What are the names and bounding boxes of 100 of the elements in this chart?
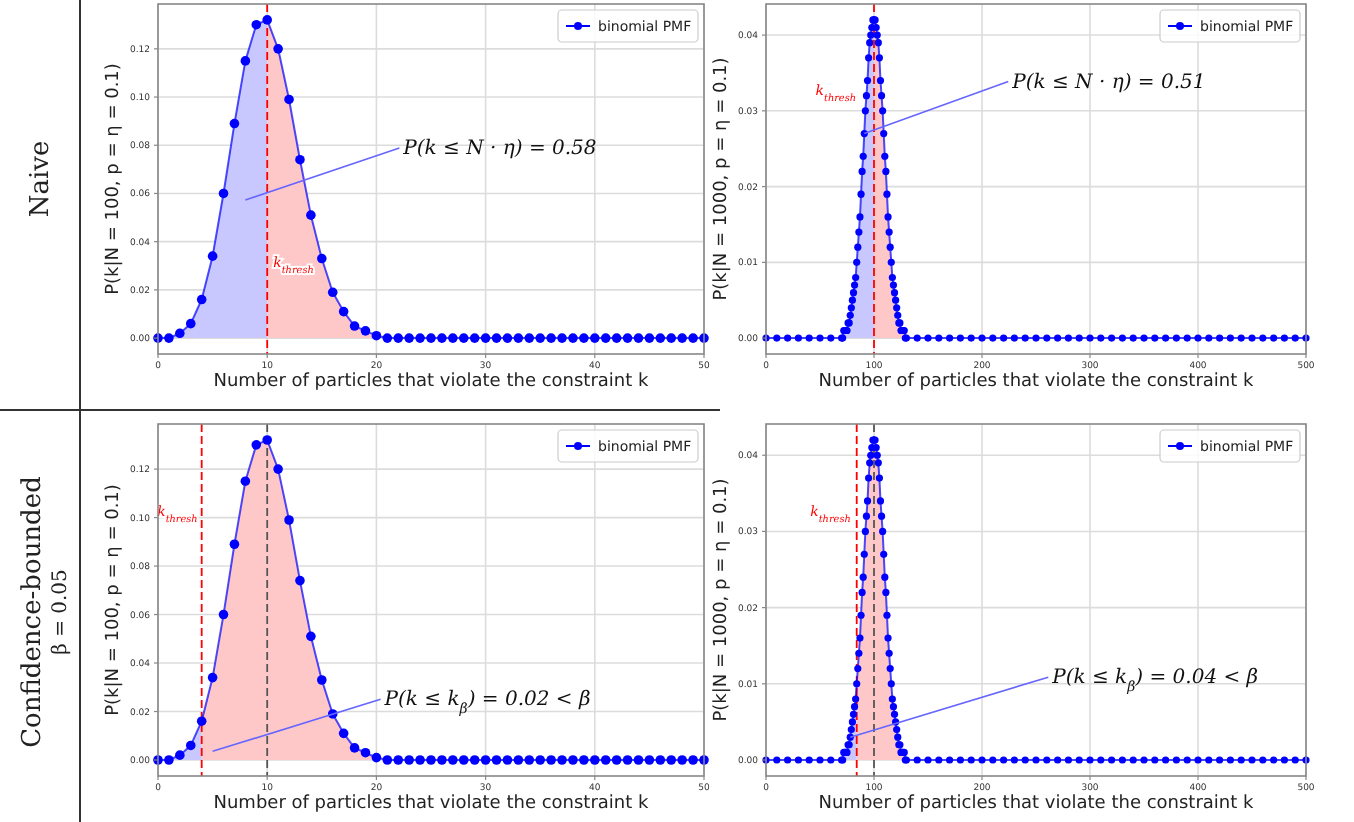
point [568, 333, 578, 343]
x-axis-title: Number of particles that violate the constraint k [818, 794, 1256, 814]
annotation: P(k ≤ N · η) = 0.51 [1010, 71, 1206, 94]
point [404, 755, 414, 765]
point [295, 575, 305, 586]
point [611, 333, 622, 343]
point [437, 333, 447, 343]
point [458, 755, 469, 765]
point [458, 333, 469, 343]
point [284, 94, 294, 105]
point [240, 56, 251, 66]
point [273, 44, 283, 54]
point [502, 333, 513, 343]
point [175, 328, 185, 339]
point [513, 755, 524, 765]
point [218, 609, 229, 620]
point [480, 333, 491, 343]
point [382, 333, 393, 343]
point [579, 755, 589, 765]
point [306, 631, 316, 642]
y-axis-title: P(k|N = 1000, p = η = 0.1) [712, 57, 732, 301]
point [688, 755, 698, 765]
point [371, 330, 382, 341]
point [349, 321, 360, 331]
point [327, 287, 338, 298]
point [306, 210, 316, 220]
point [622, 755, 633, 765]
point [218, 188, 229, 199]
point [469, 333, 480, 343]
annotation: P(k ≤ k$_{β}$) = 0.04 < β [1050, 667, 1259, 696]
point [655, 333, 666, 343]
point [448, 755, 458, 765]
point [175, 750, 185, 760]
point [164, 755, 174, 765]
y-axis-title: P(k|N = 1000, p = η = 0.1) [712, 478, 732, 722]
point [590, 755, 600, 765]
point [502, 755, 513, 765]
point [622, 333, 633, 343]
point [513, 333, 524, 343]
point [262, 15, 272, 25]
point [207, 251, 218, 261]
point [666, 755, 677, 765]
x-axis-title: Number of particles that violate the constraint k [213, 372, 651, 392]
point [600, 755, 611, 765]
point [579, 333, 589, 343]
point [185, 318, 196, 329]
point [382, 755, 393, 765]
point [393, 755, 404, 765]
y-axis-title: P(k|N = 100, p = η = 0.1) [104, 484, 124, 716]
point [404, 333, 414, 343]
point [448, 333, 458, 343]
point [426, 755, 436, 765]
point [677, 333, 687, 343]
point [688, 333, 698, 343]
point [273, 464, 283, 474]
point [317, 675, 327, 685]
point [557, 755, 567, 765]
point [524, 755, 535, 765]
annotation: P(k ≤ N · η) = 0.58 [401, 138, 597, 160]
text: Naive [26, 140, 56, 218]
point [317, 253, 327, 264]
point [590, 333, 600, 343]
point [229, 539, 240, 550]
point [284, 515, 294, 525]
point [349, 743, 360, 753]
text: Confidence-bounded [18, 476, 48, 748]
point [360, 326, 371, 336]
point [415, 333, 425, 343]
point [535, 755, 545, 765]
text: β = 0.05 [50, 569, 72, 655]
point [644, 333, 655, 343]
point [393, 333, 404, 343]
point [295, 154, 305, 165]
point [469, 755, 480, 765]
point [251, 19, 262, 30]
point [655, 755, 666, 765]
point [196, 294, 207, 305]
point [546, 755, 556, 765]
point [240, 476, 251, 487]
point [611, 755, 622, 765]
point [491, 755, 502, 765]
point [437, 755, 447, 765]
x-axis-title: Number of particles that violate the constraint k [213, 794, 651, 814]
point [644, 755, 655, 765]
point [480, 755, 491, 765]
point [164, 333, 174, 343]
point [546, 333, 556, 343]
point [338, 728, 349, 739]
point [371, 752, 382, 763]
point [600, 333, 611, 343]
y-axis-title: P(k|N = 100, p = η = 0.1) [104, 63, 124, 295]
point [426, 333, 436, 343]
point [491, 333, 502, 343]
point [535, 333, 545, 343]
point [568, 755, 578, 765]
point [633, 333, 644, 343]
x-axis-title: Number of particles that violate the constraint k [818, 372, 1256, 392]
point [557, 333, 567, 343]
point [262, 435, 272, 445]
point [338, 306, 349, 317]
